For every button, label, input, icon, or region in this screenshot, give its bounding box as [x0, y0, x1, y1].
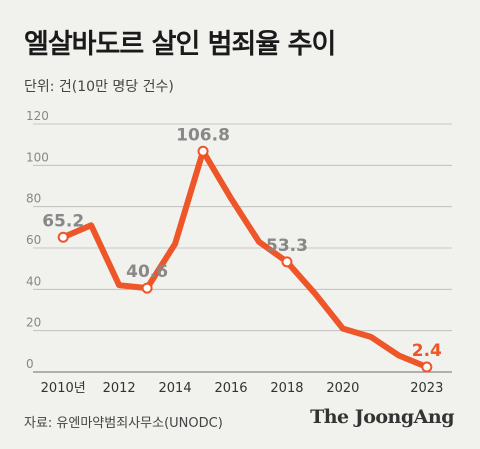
y-tick-label-100: 100 [26, 150, 49, 164]
series-line [60, 148, 430, 371]
data-point-2023 [421, 361, 433, 373]
unit-label: 단위: 건(10만 명당 건수) [24, 79, 174, 95]
data-labels: 65.2 40.6 106.8 53.3 2.4 [42, 125, 442, 361]
x-axis: 2010년 2012 2014 2016 2018 2020 2023 [41, 381, 444, 396]
data-label-2015: 106.8 [176, 125, 230, 145]
data-point-2015 [197, 145, 209, 157]
x-tick-label-2020: 2020 [326, 381, 359, 396]
data-markers [57, 145, 433, 373]
x-tick-label-2014: 2014 [159, 381, 192, 396]
data-label-2023: 2.4 [412, 341, 442, 361]
x-tick-label-2010: 2010년 [41, 381, 86, 396]
data-point-2010 [57, 231, 69, 243]
y-tick-label-0: 0 [26, 357, 34, 371]
y-tick-label-80: 80 [26, 192, 41, 206]
series-group [60, 148, 430, 371]
y-tick-label-120: 120 [26, 109, 49, 123]
gridlines [33, 123, 452, 373]
data-label-2010: 65.2 [42, 211, 84, 231]
source-note: 자료: 유엔마약범죄사무소(UNODC) [24, 416, 223, 431]
data-label-2013: 40.6 [126, 262, 168, 282]
y-tick-label-60: 60 [26, 233, 41, 247]
y-axis: 0 20 40 60 80 100 120 [26, 109, 49, 371]
data-point-2018 [281, 256, 293, 268]
chart-title: 엘살바도르 살인 범죄율 추이 [24, 29, 336, 60]
data-label-2018: 53.3 [266, 236, 308, 256]
y-tick-label-20: 20 [26, 316, 41, 330]
x-tick-label-2012: 2012 [103, 381, 136, 396]
x-tick-label-2016: 2016 [214, 381, 247, 396]
publisher-logo: The JoongAng [310, 406, 454, 428]
y-tick-label-40: 40 [26, 274, 41, 288]
x-tick-label-2023: 2023 [410, 381, 443, 396]
data-point-2013 [141, 282, 153, 294]
x-tick-label-2018: 2018 [270, 381, 303, 396]
